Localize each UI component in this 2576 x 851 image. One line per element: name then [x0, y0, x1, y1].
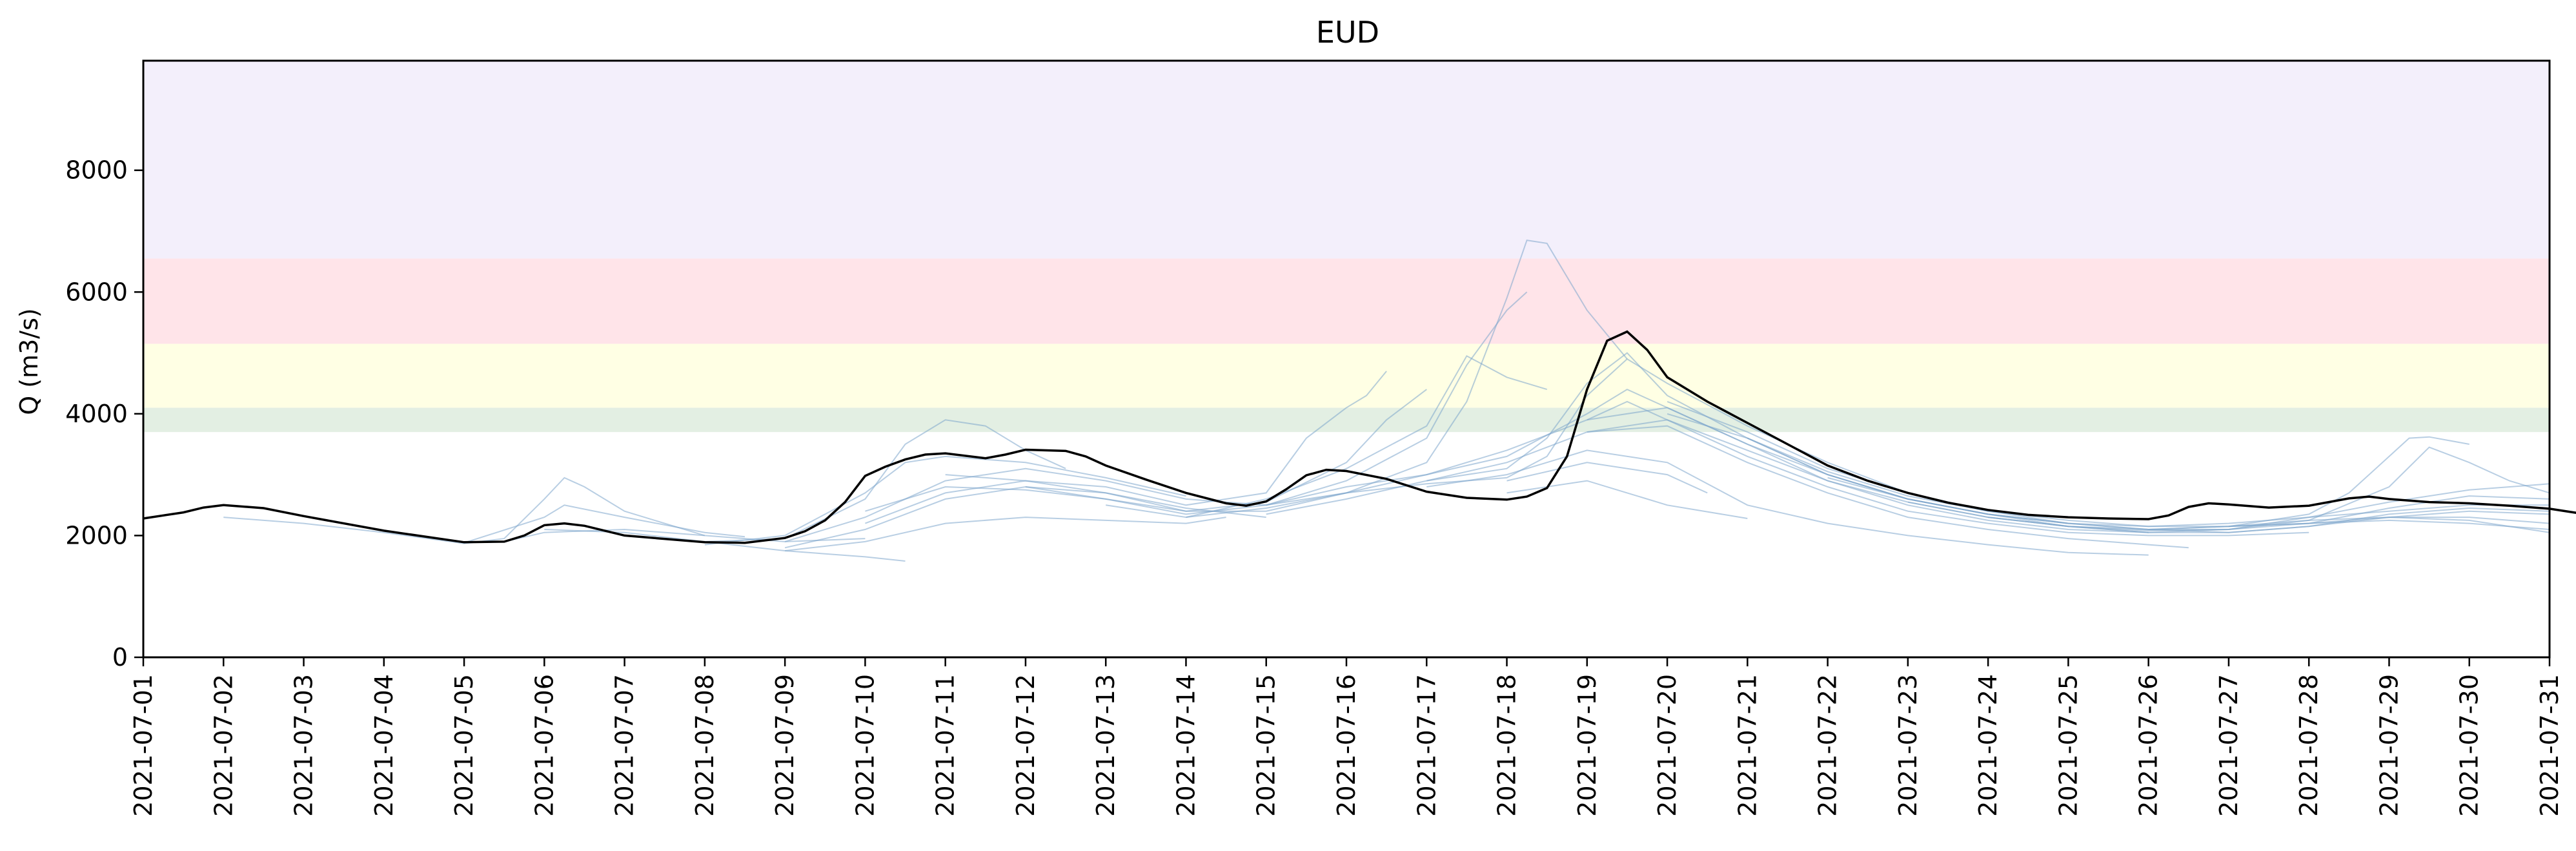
- threshold-band-1: [143, 407, 2550, 433]
- x-tick-label: 2021-07-12: [1011, 674, 1040, 817]
- ensemble-member-line-3: [503, 528, 866, 542]
- x-tick-label: 2021-07-10: [851, 674, 879, 817]
- x-tick-label: 2021-07-08: [691, 674, 719, 817]
- x-tick-label: 2021-07-09: [771, 674, 799, 817]
- ensemble-member-line-20: [1426, 449, 2149, 556]
- x-tick-label: 2021-07-16: [1332, 674, 1361, 817]
- y-axis: 0 2000 4000 6000 8000: [65, 156, 143, 672]
- y-axis-label: Q (m3/s): [15, 308, 43, 415]
- y-tick-label: 2000: [65, 521, 128, 549]
- x-tick-label: 2021-07-21: [1733, 674, 1761, 817]
- x-tick-label: 2021-07-03: [290, 674, 318, 817]
- y-tick-label: 0: [112, 643, 128, 672]
- x-tick-label: 2021-07-18: [1493, 674, 1521, 817]
- x-tick-label: 2021-07-27: [2215, 674, 2243, 817]
- x-tick-label: 2021-07-04: [370, 674, 398, 817]
- ensemble-member-line-9: [784, 517, 1226, 551]
- x-tick-label: 2021-07-05: [450, 674, 478, 817]
- ensemble-member-line-12: [945, 239, 1628, 512]
- y-tick-label: 4000: [65, 400, 128, 428]
- y-tick-label: 8000: [65, 156, 128, 185]
- ensemble-member-line-32: [2228, 510, 2550, 528]
- threshold-band-2: [143, 343, 2550, 408]
- threshold-bands: [143, 61, 2550, 433]
- x-tick-label: 2021-07-25: [2054, 674, 2082, 817]
- x-tick-label: 2021-07-23: [1894, 674, 1922, 817]
- x-tick-label: 2021-07-11: [931, 674, 960, 817]
- ensemble-member-line-14: [1106, 354, 1547, 518]
- x-axis: 2021-07-01 2021-07-02 2021-07-03 2021-07-04…: [129, 657, 2564, 817]
- ensemble-member-line-30: [1987, 483, 2550, 531]
- x-tick-label: 2021-07-01: [129, 674, 157, 817]
- threshold-band-3: [143, 258, 2550, 344]
- ensemble-member-line-5: [704, 419, 1066, 542]
- observed-line-group: [143, 330, 2576, 544]
- x-tick-label: 2021-07-19: [1573, 674, 1601, 817]
- x-tick-label: 2021-07-02: [209, 674, 238, 817]
- observed-discharge-line: [143, 330, 2576, 544]
- ensemble-member-line-18: [1346, 400, 2309, 537]
- ensemble-member-line-13: [1025, 291, 1528, 515]
- x-tick-label: 2021-07-24: [1974, 674, 2002, 817]
- x-tick-label: 2021-07-30: [2455, 674, 2484, 817]
- ensemble-member-line-21: [1506, 462, 1708, 494]
- x-tick-label: 2021-07-15: [1252, 674, 1281, 817]
- x-tick-label: 2021-07-17: [1412, 674, 1441, 817]
- ensemble-member-line-1: [223, 477, 705, 544]
- ensemble-member-line-2: [463, 504, 745, 544]
- x-tick-label: 2021-07-26: [2135, 674, 2163, 817]
- x-tick-label: 2021-07-07: [611, 674, 639, 817]
- x-tick-label: 2021-07-20: [1653, 674, 1681, 817]
- ensemble-member-line-27: [1747, 437, 2550, 530]
- x-tick-label: 2021-07-14: [1172, 674, 1201, 817]
- chart-title: EUD: [1316, 15, 1379, 50]
- ensemble-member-line-25: [1667, 401, 2470, 531]
- threshold-band-4: [143, 61, 2550, 259]
- ensemble-member-line-6: [704, 455, 1186, 546]
- x-tick-label: 2021-07-13: [1091, 674, 1120, 817]
- x-tick-label: 2021-07-29: [2375, 674, 2404, 817]
- ensemble-member-line-22: [1506, 480, 1748, 519]
- ensemble-lines: [223, 239, 2550, 562]
- x-tick-label: 2021-07-31: [2535, 674, 2564, 817]
- y-tick-label: 6000: [65, 278, 128, 306]
- x-tick-label: 2021-07-22: [1814, 674, 1842, 817]
- ensemble-member-line-10: [865, 371, 1387, 524]
- ensemble-member-line-19: [1426, 425, 2189, 549]
- x-tick-label: 2021-07-28: [2295, 674, 2323, 817]
- x-tick-label: 2021-07-06: [530, 674, 558, 817]
